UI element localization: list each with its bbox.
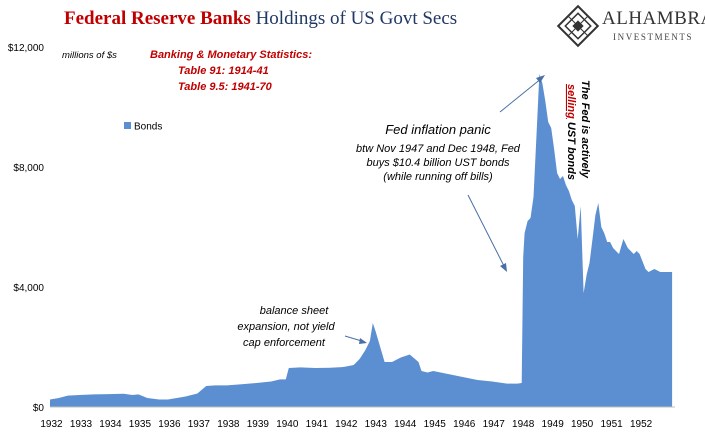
selling-annotation: The Fed is actively selling UST bonds bbox=[565, 80, 591, 180]
x-tick-label: 1943 bbox=[365, 419, 388, 430]
x-tick-label: 1939 bbox=[247, 419, 270, 430]
panic-arrow-down bbox=[467, 194, 506, 269]
x-tick-label: 1937 bbox=[188, 419, 211, 430]
x-tick-label: 1942 bbox=[335, 419, 358, 430]
logo-name: ALHAMBRA bbox=[602, 8, 705, 29]
x-tick-label: 1934 bbox=[99, 419, 122, 430]
y-tick-label: $4,000 bbox=[13, 283, 44, 294]
panic-title: Fed inflation panic bbox=[385, 122, 491, 137]
x-tick-label: 1935 bbox=[129, 419, 152, 430]
bs-annotation-line-2: expansion, not yield bbox=[237, 321, 335, 333]
units-label: millions of $s bbox=[62, 50, 117, 61]
bs-annotation-line-1: balance sheet bbox=[260, 305, 329, 317]
x-tick-label: 1941 bbox=[306, 419, 329, 430]
y-tick-label: $8,000 bbox=[13, 163, 44, 174]
panic-line-2: buys $10.4 billion UST bonds bbox=[366, 157, 510, 169]
x-tick-label: 1948 bbox=[512, 419, 535, 430]
selling-word: selling bbox=[565, 84, 577, 119]
x-tick-label: 1940 bbox=[276, 419, 299, 430]
panic-arrowhead-down bbox=[500, 263, 507, 272]
chart-title: Federal Reserve Banks Holdings of US Gov… bbox=[64, 8, 457, 30]
bonds-area-series bbox=[50, 74, 673, 407]
alhambra-logo: ALHAMBRA INVESTMENTS bbox=[556, 4, 705, 48]
y-tick-label: $12,000 bbox=[8, 43, 45, 54]
x-tick-label: 1951 bbox=[600, 419, 623, 430]
selling-line-2: selling UST bonds bbox=[565, 84, 577, 180]
panic-line-1: btw Nov 1947 and Dec 1948, Fed bbox=[356, 143, 521, 155]
x-tick-label: 1952 bbox=[630, 419, 653, 430]
selling-line-1: The Fed is actively bbox=[579, 80, 591, 179]
chart-title-part1: Federal Reserve Banks bbox=[64, 8, 251, 29]
y-axis: $0 $4,000 $8,000 $12,000 bbox=[8, 43, 45, 414]
panic-line-3: (while running off bills) bbox=[383, 171, 493, 183]
x-tick-label: 1944 bbox=[394, 419, 417, 430]
source-line-2: Table 91: 1914-41 bbox=[178, 65, 269, 77]
x-tick-label: 1946 bbox=[453, 419, 476, 430]
x-tick-label: 1947 bbox=[483, 419, 506, 430]
diamond-logo-icon bbox=[556, 4, 600, 48]
x-tick-label: 1936 bbox=[158, 419, 181, 430]
x-tick-label: 1932 bbox=[40, 419, 63, 430]
x-tick-label: 1938 bbox=[217, 419, 240, 430]
y-tick-label: $0 bbox=[33, 403, 45, 414]
source-line-1: Banking & Monetary Statistics: bbox=[150, 49, 312, 61]
x-axis: 1932 1933 1934 1935 1936 1937 1938 1939 1940 1941… bbox=[40, 419, 652, 430]
source-line-3: Table 9.5: 1941-70 bbox=[178, 81, 273, 93]
x-tick-label: 1950 bbox=[571, 419, 594, 430]
bs-annotation-line-3: cap enforcement bbox=[243, 337, 326, 349]
x-tick-label: 1933 bbox=[70, 419, 93, 430]
bs-arrowhead bbox=[359, 338, 367, 344]
chart-title-part2: Holdings of US Govt Secs bbox=[255, 8, 458, 29]
panic-arrowhead-up bbox=[536, 75, 545, 83]
x-tick-label: 1945 bbox=[424, 419, 447, 430]
panic-arrow-up bbox=[499, 77, 543, 113]
legend-swatch-bonds bbox=[124, 122, 131, 129]
logo-subtitle: INVESTMENTS bbox=[613, 32, 694, 42]
selling-rest: UST bonds bbox=[565, 119, 577, 180]
x-tick-label: 1949 bbox=[542, 419, 565, 430]
legend-label-bonds: Bonds bbox=[134, 122, 162, 133]
